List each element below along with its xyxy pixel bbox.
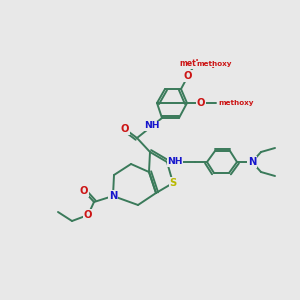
Text: O: O <box>80 186 88 196</box>
Text: O: O <box>197 98 205 108</box>
Text: O: O <box>121 124 129 134</box>
Text: methoxy: methoxy <box>196 61 232 67</box>
Text: O: O <box>84 210 92 220</box>
Text: NH: NH <box>167 158 183 166</box>
Text: O: O <box>184 71 192 81</box>
Text: N: N <box>248 157 256 167</box>
Text: N: N <box>109 191 117 201</box>
Text: methoxy: methoxy <box>179 59 217 68</box>
Text: S: S <box>169 178 177 188</box>
Text: NH: NH <box>144 122 160 130</box>
Text: methoxy: methoxy <box>218 100 254 106</box>
Text: O: O <box>184 71 192 81</box>
